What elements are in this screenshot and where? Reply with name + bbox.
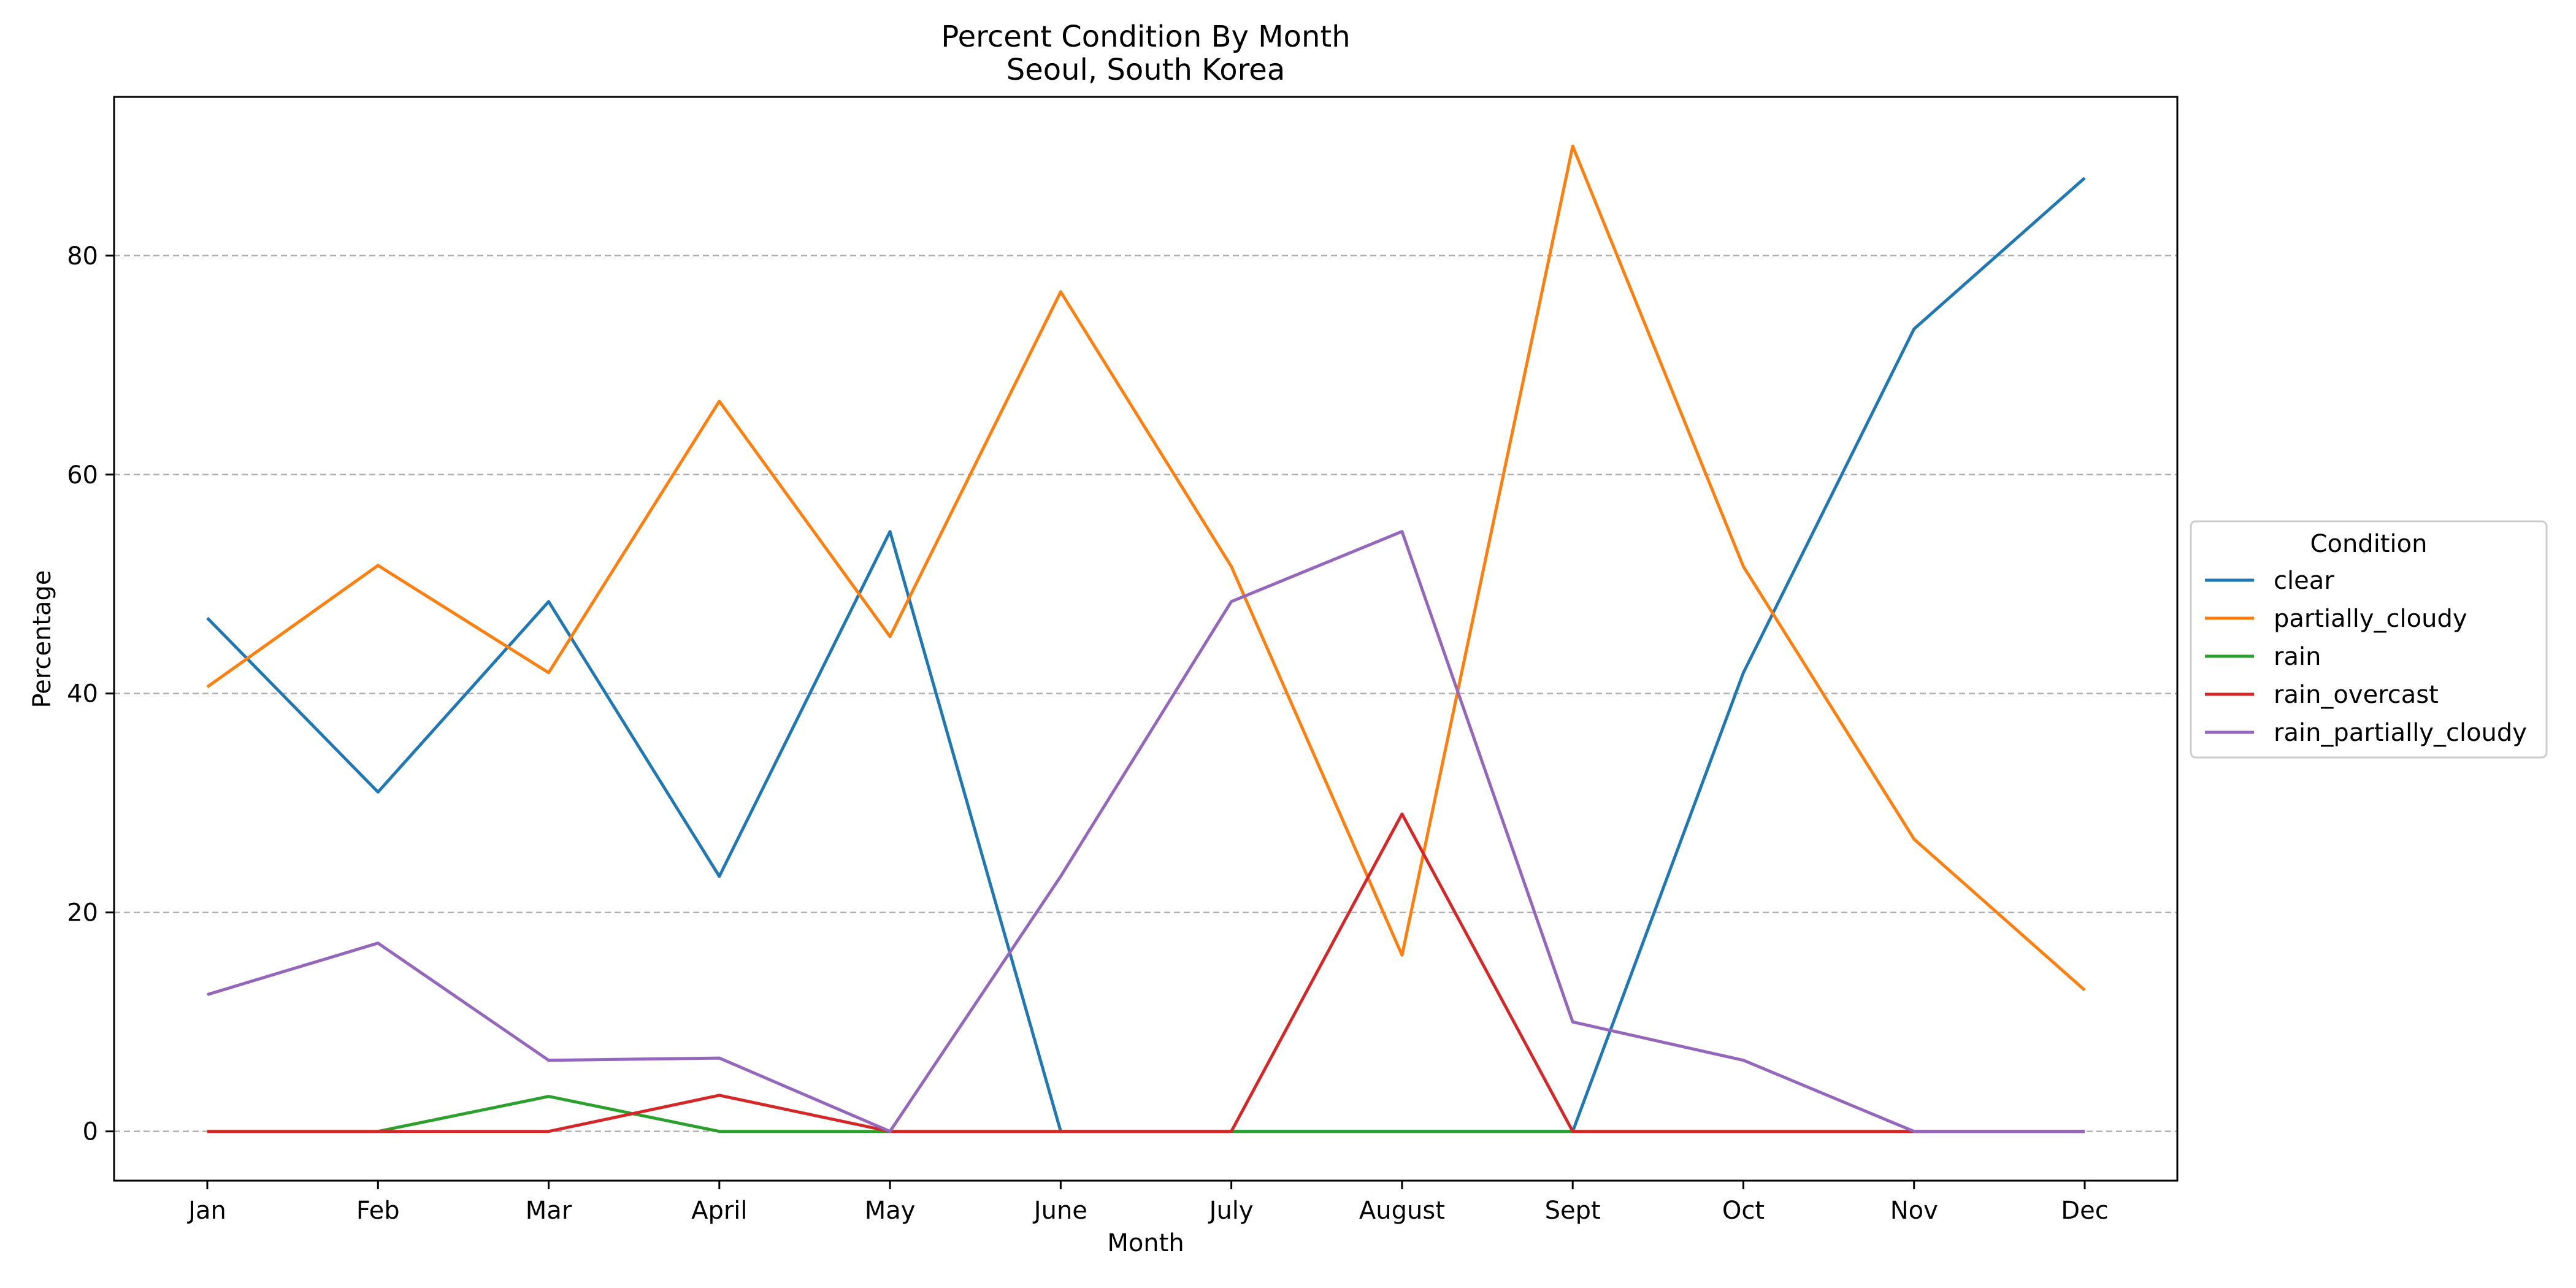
x-tick-label-dec: Dec [2061, 1197, 2108, 1225]
x-tick-label-mar: Mar [526, 1197, 572, 1225]
x-axis: Jan Feb Mar April May June July August Sept Oct No… [186, 1181, 2109, 1225]
y-tick-label-40: 40 [67, 680, 98, 708]
plot-frame [113, 96, 2179, 1182]
x-tick-label-jan: Jan [186, 1197, 226, 1225]
y-axis: 0 20 40 60 80 [67, 242, 114, 1146]
legend-label: rain_overcast [2274, 681, 2439, 709]
legend-box [2190, 520, 2548, 759]
legend-item-clear: clear [2205, 567, 2334, 595]
legend-title: Condition [2310, 530, 2428, 558]
y-axis-label: Percentage [28, 570, 56, 708]
x-tick-label-nov: Nov [1890, 1197, 1938, 1225]
series-lines [206, 144, 2086, 1133]
chart-title: Percent Condition By Month [941, 20, 1350, 54]
y-tick-label-80: 80 [67, 242, 98, 270]
x-tick-label-sept: Sept [1545, 1197, 1601, 1225]
legend-item-partially-cloudy: partially_cloudy [2205, 605, 2467, 633]
series-line-partially-cloudy [206, 144, 2086, 992]
series-line-clear [206, 177, 2086, 1133]
y-tick-label-20: 20 [67, 899, 98, 927]
gridlines [114, 255, 2177, 1132]
x-tick-label-august: August [1359, 1197, 1445, 1225]
legend-label: rain [2274, 643, 2321, 671]
x-tick-label-july: July [1208, 1197, 1254, 1225]
legend-item-rain-partially-cloudy: rain_partially_cloudy [2205, 719, 2527, 747]
x-tick-label-june: June [1032, 1197, 1087, 1225]
legend-label: rain_partially_cloudy [2274, 719, 2527, 747]
y-tick-label-60: 60 [67, 461, 98, 489]
x-tick-label-oct: Oct [1722, 1197, 1765, 1225]
series-line-rain [207, 1095, 2085, 1133]
x-tick-label-april: April [691, 1197, 747, 1225]
legend-item-rain-overcast: rain_overcast [2205, 681, 2439, 709]
legend-item-rain: rain [2205, 643, 2321, 671]
x-tick-label-feb: Feb [356, 1197, 400, 1225]
chart-subtitle: Seoul, South Korea [1006, 53, 1285, 87]
x-tick-label-may: May [865, 1197, 916, 1225]
legend-label: partially_cloudy [2274, 605, 2467, 633]
series-line-rain-overcast [207, 812, 2085, 1133]
x-axis-label: Month [1107, 1229, 1184, 1257]
series-line-rain-partially-cloudy [207, 530, 2085, 1133]
legend-label: clear [2274, 567, 2334, 595]
y-tick-label-0: 0 [83, 1118, 98, 1146]
